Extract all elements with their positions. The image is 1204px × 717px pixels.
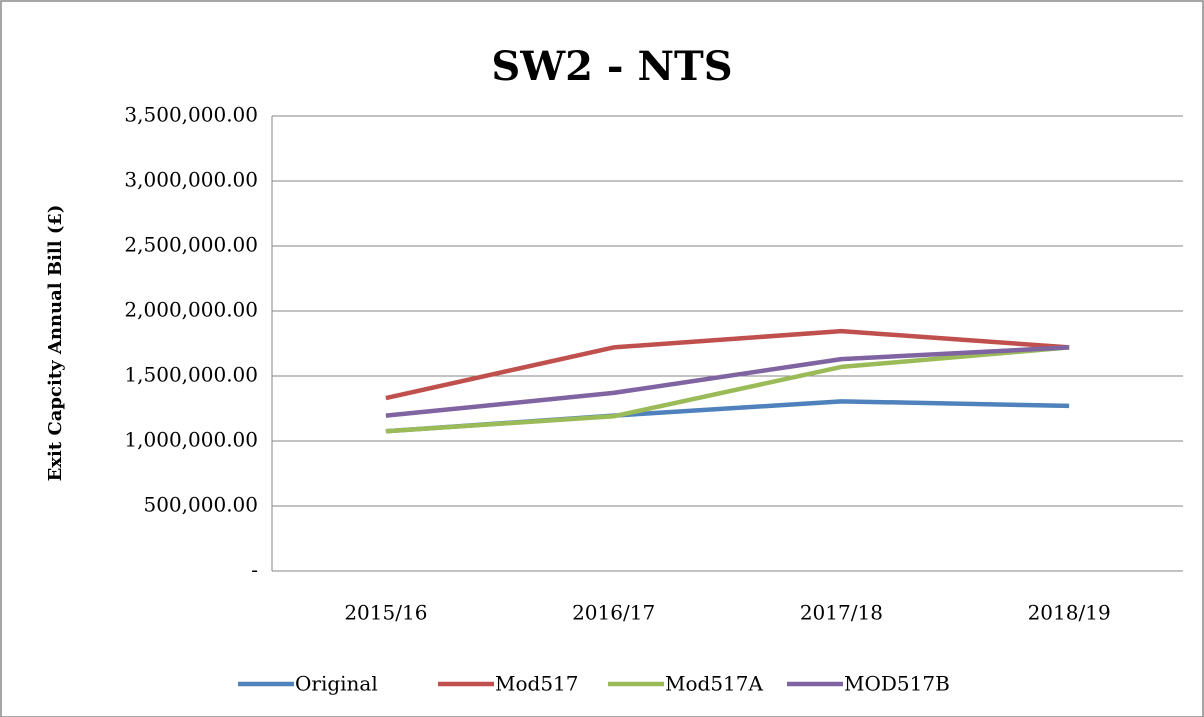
y-tick-label: 2,000,000.00 <box>124 298 258 322</box>
y-tick-label: 1,000,000.00 <box>124 428 258 452</box>
legend-label: Mod517 <box>495 672 579 696</box>
series-line <box>385 345 1070 418</box>
legend-label: Mod517A <box>665 672 763 696</box>
y-axis-title: Exit Capcity Annual Bill (£) <box>45 205 66 482</box>
legend-label: MOD517B <box>844 672 950 696</box>
series-line <box>385 345 1070 434</box>
y-tick-label: - <box>251 558 258 582</box>
series-line <box>385 328 1070 401</box>
x-tick-label: 2015/16 <box>344 601 427 625</box>
y-tick-label: 3,500,000.00 <box>124 103 258 127</box>
x-tick-label: 2018/19 <box>1028 601 1111 625</box>
y-tick-label: 2,500,000.00 <box>124 233 258 257</box>
y-tick-label: 500,000.00 <box>143 493 258 517</box>
y-tick-label: 3,000,000.00 <box>124 168 258 192</box>
y-tick-label: 1,500,000.00 <box>124 363 258 387</box>
x-tick-label: 2016/17 <box>572 601 655 625</box>
legend-label: Original <box>295 672 378 696</box>
chart-title: SW2 - NTS <box>491 43 732 90</box>
x-tick-label: 2017/18 <box>800 601 883 625</box>
